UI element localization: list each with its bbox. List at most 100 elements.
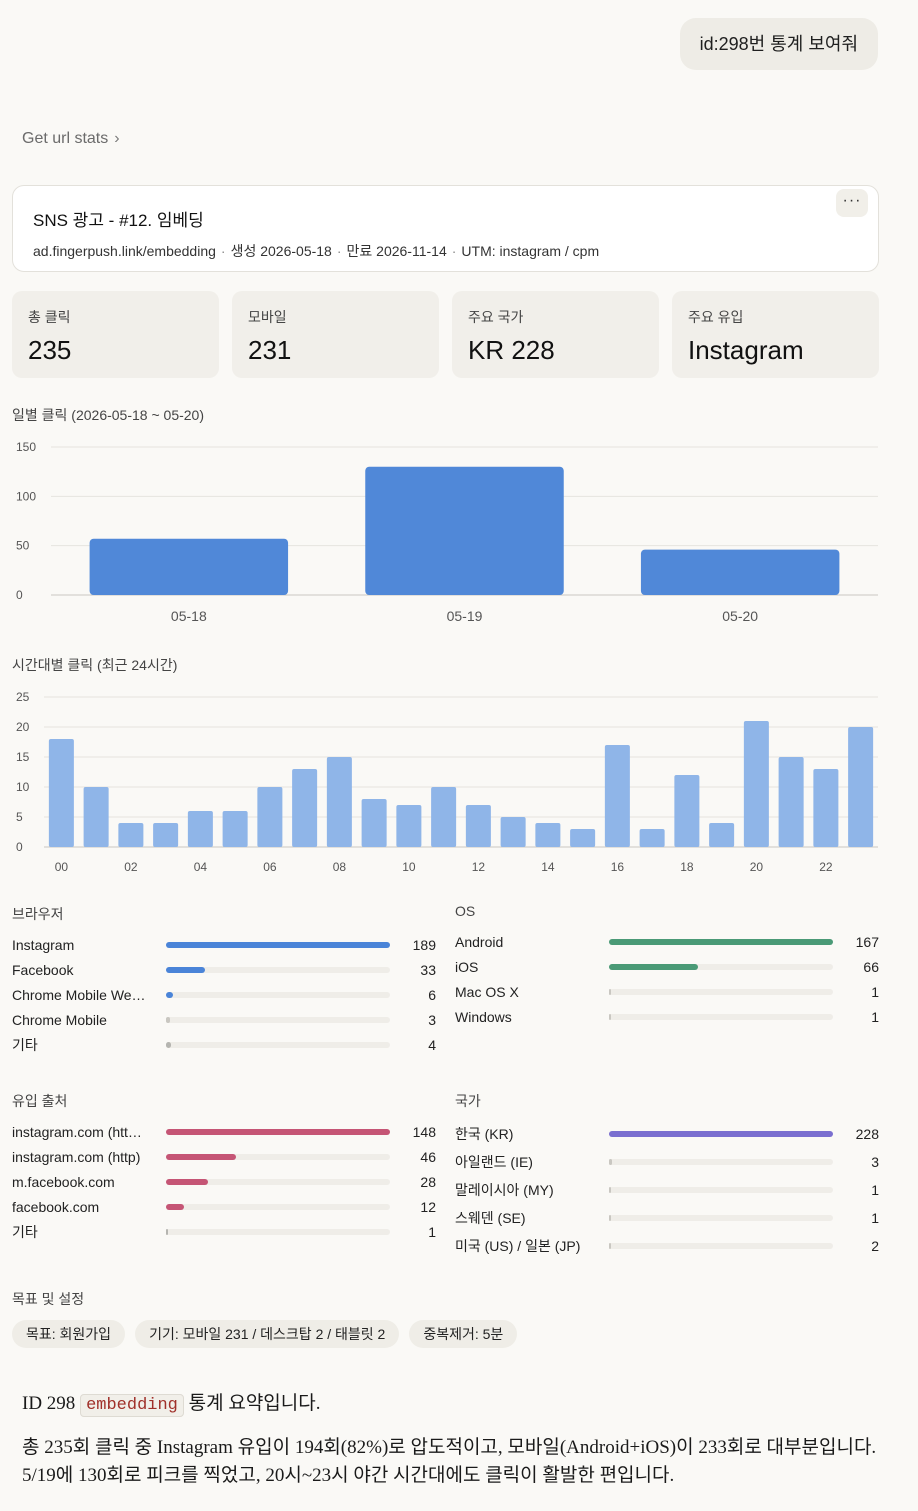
y-tick-label: 20 <box>16 720 30 734</box>
bar-22 <box>813 769 839 847</box>
os-bar-track <box>609 963 833 970</box>
country-bar-fill <box>609 1159 612 1165</box>
country-bar-fill <box>609 1215 611 1221</box>
x-tick-label: 14 <box>541 860 555 874</box>
referrer-name: instagram.com (htt… <box>12 1123 142 1140</box>
bar-19 <box>709 823 735 847</box>
y-tick-label: 25 <box>16 690 30 704</box>
link-meta: ad.fingerpush.link/embedding · 생성 2026-05-… <box>33 241 858 261</box>
stat-card-mobile: 모바일 231 <box>232 291 439 378</box>
country-name: 스웨덴 (SE) <box>455 1210 526 1226</box>
os-name: Windows <box>455 1008 512 1025</box>
country-bar-track <box>609 1131 833 1137</box>
y-tick-label: 0 <box>16 588 23 602</box>
country-row: 말레이시아 (MY) 1 <box>455 1176 879 1204</box>
os-bar-track <box>609 938 833 945</box>
country-value: 1 <box>871 1182 879 1198</box>
os-section-title: OS <box>455 903 476 919</box>
browser-bar-fill <box>166 941 390 948</box>
country-name: 한국 (KR) <box>455 1126 514 1142</box>
bar-21 <box>778 757 804 847</box>
os-value: 167 <box>855 933 879 950</box>
meta-separator: · <box>451 243 457 259</box>
country-bar-track <box>609 1187 833 1193</box>
dedup-pill: 중복제거: 5분 <box>409 1320 518 1348</box>
bar-00 <box>48 739 74 847</box>
referrer-bar-track <box>166 1153 390 1160</box>
country-bar-fill <box>609 1243 611 1249</box>
os-bar-fill <box>609 938 833 945</box>
os-bar-fill <box>609 963 698 970</box>
x-tick-label: 22 <box>819 860 833 874</box>
answer-paragraph: 총 235회 클릭 중 Instagram 유입이 194회(82%)로 압도적… <box>22 1437 877 1486</box>
y-tick-label: 5 <box>16 810 23 824</box>
os-row: Windows 1 <box>455 1004 879 1029</box>
referrer-row: 기타 1 <box>12 1219 436 1244</box>
browser-value: 33 <box>420 961 436 978</box>
browser-bar-track <box>166 941 390 948</box>
bar-05 <box>222 811 248 847</box>
y-tick-label: 0 <box>16 840 23 854</box>
referrer-bar-fill <box>166 1178 209 1185</box>
bar-09 <box>361 799 387 847</box>
country-value: 3 <box>871 1154 879 1170</box>
daily-clicks-chart: 0 50 100 150 05-18 05-19 05-20 <box>16 440 878 624</box>
referrer-value: 148 <box>412 1123 436 1140</box>
browser-value: 3 <box>428 1011 436 1028</box>
os-bar-track <box>609 988 833 995</box>
browser-bar-track <box>166 1041 390 1048</box>
link-title: SNS 광고 - #12. 임베딩 <box>33 211 204 230</box>
stat-value: 235 <box>28 335 72 365</box>
bar-04 <box>187 811 213 847</box>
hourly-clicks-chart: 0 5 10 15 20 25 00 02 04 06 08 10 12 14 16 18 20 22 <box>16 690 878 874</box>
stat-card-top-referrer: 주요 유입 Instagram <box>672 291 879 378</box>
country-breakdown: 한국 (KR) 228 아일랜드 (IE) 3 말레이시아 (MY) 1 스웨덴 (SE) 1… <box>455 1120 879 1260</box>
goal-pill: 목표: 회원가입 <box>12 1320 126 1348</box>
link-url[interactable]: ad.fingerpush.link/embedding <box>33 243 216 259</box>
bar-18 <box>674 775 700 847</box>
os-value: 1 <box>871 1008 879 1025</box>
os-bar-fill <box>609 1013 611 1020</box>
goals-pills: 목표: 회원가입 기기: 모바일 231 / 데스크탑 2 / 태블릿 2 중복… <box>12 1320 518 1348</box>
x-tick-label: 05-20 <box>722 608 758 624</box>
os-name: Mac OS X <box>455 983 519 1000</box>
more-options-button[interactable]: ··· <box>836 189 868 217</box>
browser-bar-fill <box>166 1016 170 1023</box>
bar-15 <box>570 829 596 847</box>
stats-row: 총 클릭 235 모바일 231 주요 국가 KR 228 주요 유입 Inst… <box>12 291 879 378</box>
x-tick-label: 08 <box>333 860 347 874</box>
browser-row: Instagram 189 <box>12 932 436 957</box>
os-name: Android <box>455 933 504 950</box>
bar-05-20 <box>640 549 840 595</box>
browser-row: Facebook 33 <box>12 957 436 982</box>
link-created: 생성 2026-05-18 <box>230 243 332 259</box>
meta-separator: · <box>336 243 342 259</box>
x-tick-label: 16 <box>611 860 625 874</box>
referrer-value: 28 <box>420 1173 436 1190</box>
os-breakdown: Android 167 iOS 66 Mac OS X 1 Windows 1 <box>455 929 879 1029</box>
referrer-value: 46 <box>420 1148 436 1165</box>
tool-call-toggle[interactable]: Get url stats › <box>22 130 120 148</box>
referrer-bar-fill <box>166 1153 236 1160</box>
referrer-bar-track <box>166 1203 390 1210</box>
bar-14 <box>535 823 561 847</box>
country-bar-track <box>609 1159 833 1165</box>
os-name: iOS <box>455 958 479 975</box>
y-tick-label: 50 <box>16 539 30 553</box>
country-bar-fill <box>609 1187 611 1193</box>
link-card: SNS 광고 - #12. 임베딩 ad.fingerpush.link/emb… <box>12 185 879 272</box>
referrer-name: instagram.com (http) <box>12 1148 141 1165</box>
referrer-value: 12 <box>420 1198 436 1215</box>
bar-06 <box>257 787 283 847</box>
bar-11 <box>431 787 457 847</box>
browser-name: Instagram <box>12 936 75 953</box>
os-row: Mac OS X 1 <box>455 979 879 1004</box>
browser-name: 기타 <box>12 1036 38 1053</box>
os-value: 66 <box>863 958 879 975</box>
goals-section-title: 목표 및 설정 <box>12 1291 85 1307</box>
browser-name: Chrome Mobile We… <box>12 986 146 1003</box>
x-tick-label: 02 <box>124 860 138 874</box>
stat-value: Instagram <box>688 335 804 365</box>
bar-16 <box>604 745 630 847</box>
country-name: 아일랜드 (IE) <box>455 1154 533 1170</box>
